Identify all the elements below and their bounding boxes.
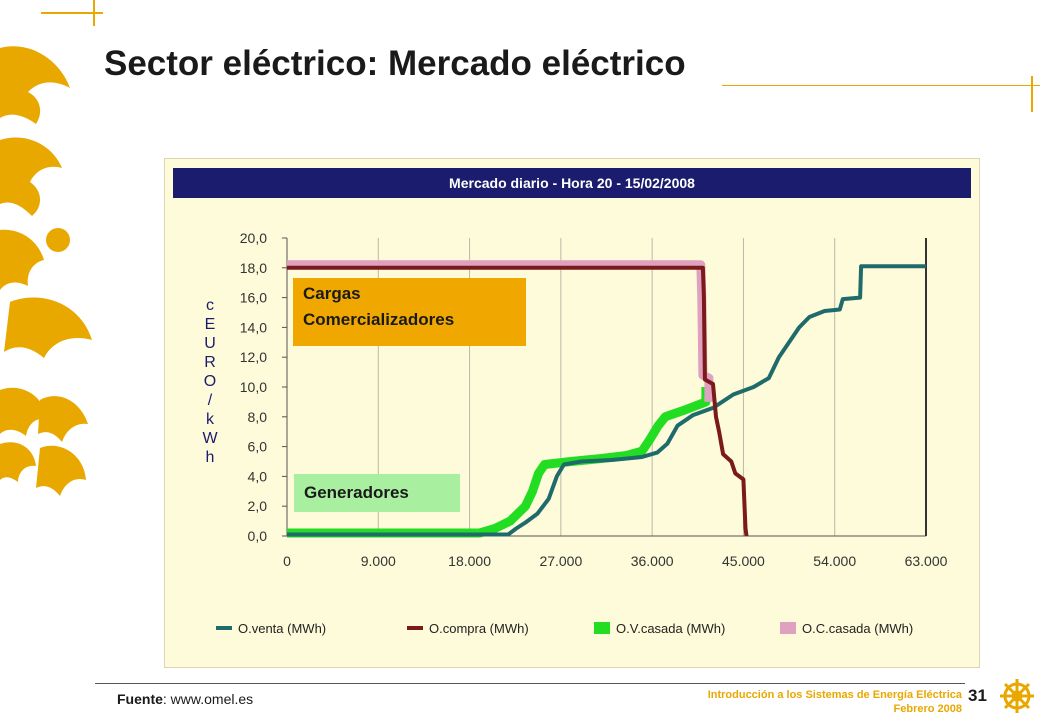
series-line-1 (287, 265, 749, 537)
source-url: : www.omel.es (162, 691, 254, 707)
crop-mark-top-v (93, 0, 95, 26)
sellers-annotation: Generadores (294, 474, 460, 512)
crop-mark-top-h (41, 12, 103, 14)
source-note: Fuente: www.omel.es (117, 691, 253, 707)
x-tick-label: 27.000 (539, 553, 582, 569)
coat-of-arms-emblem (0, 46, 92, 496)
y-tick-label: 10,0 (240, 379, 267, 395)
x-tick-label: 63.000 (905, 553, 948, 569)
y-axis-label-char: U (204, 335, 216, 352)
y-axis-label-char: R (204, 354, 216, 371)
source-label: Fuente (117, 691, 163, 707)
y-axis-label-char: h (206, 449, 215, 466)
course-name: Introducción a los Sistemas de Energía E… (707, 689, 962, 701)
page-number: 31 (968, 686, 987, 705)
legend-label: O.V.casada (MWh) (616, 621, 725, 636)
y-tick-label: 20,0 (240, 230, 267, 246)
y-tick-label: 12,0 (240, 349, 267, 365)
y-axis-label-char: W (202, 430, 218, 447)
chart-panel (164, 158, 980, 668)
y-tick-label: 18,0 (240, 260, 267, 276)
x-tick-label: 18.000 (448, 553, 491, 569)
x-tick-label: 45.000 (722, 553, 765, 569)
slide-title: Sector eléctrico: Mercado eléctrico (104, 44, 686, 83)
y-tick-label: 16,0 (240, 290, 267, 306)
series-line-0 (287, 264, 926, 537)
legend-swatch (594, 622, 610, 634)
footer-rule (95, 683, 965, 684)
y-tick-label: 2,0 (248, 498, 268, 514)
y-axis-label-char: E (205, 316, 216, 333)
footer-course: Introducción a los Sistemas de Energía E… (708, 688, 962, 716)
legend-swatch (780, 622, 796, 634)
legend-label: O.venta (MWh) (238, 621, 326, 636)
chart-title: Mercado diario - Hora 20 - 15/02/2008 (173, 168, 971, 198)
x-tick-label: 9.000 (361, 553, 396, 569)
y-axis-label-char: O (204, 373, 216, 390)
x-tick-label: 54.000 (813, 553, 856, 569)
title-underline (722, 85, 1040, 86)
buyers-annotation-line-2: Comercializadores (303, 310, 455, 329)
y-tick-label: 8,0 (248, 409, 268, 425)
y-tick-label: 0,0 (248, 528, 268, 544)
y-tick-label: 6,0 (248, 439, 268, 455)
course-date: Febrero 2008 (893, 703, 962, 715)
y-axis-label-char: c (206, 297, 214, 314)
x-tick-label: 0 (283, 553, 291, 569)
buyers-annotation-line-1: Cargas (303, 284, 361, 303)
buyers-annotation: Cargas Comercializadores (293, 278, 526, 346)
legend-label: O.compra (MWh) (429, 621, 529, 636)
crop-mark-right-v (1031, 76, 1033, 112)
y-tick-label: 14,0 (240, 319, 267, 335)
legend-label: O.C.casada (MWh) (802, 621, 913, 636)
y-axis-label-char: / (208, 392, 213, 409)
x-tick-label: 36.000 (631, 553, 674, 569)
y-tick-label: 4,0 (248, 468, 268, 484)
wheel-logo-icon (1000, 679, 1034, 713)
y-axis-label-char: k (206, 411, 215, 428)
